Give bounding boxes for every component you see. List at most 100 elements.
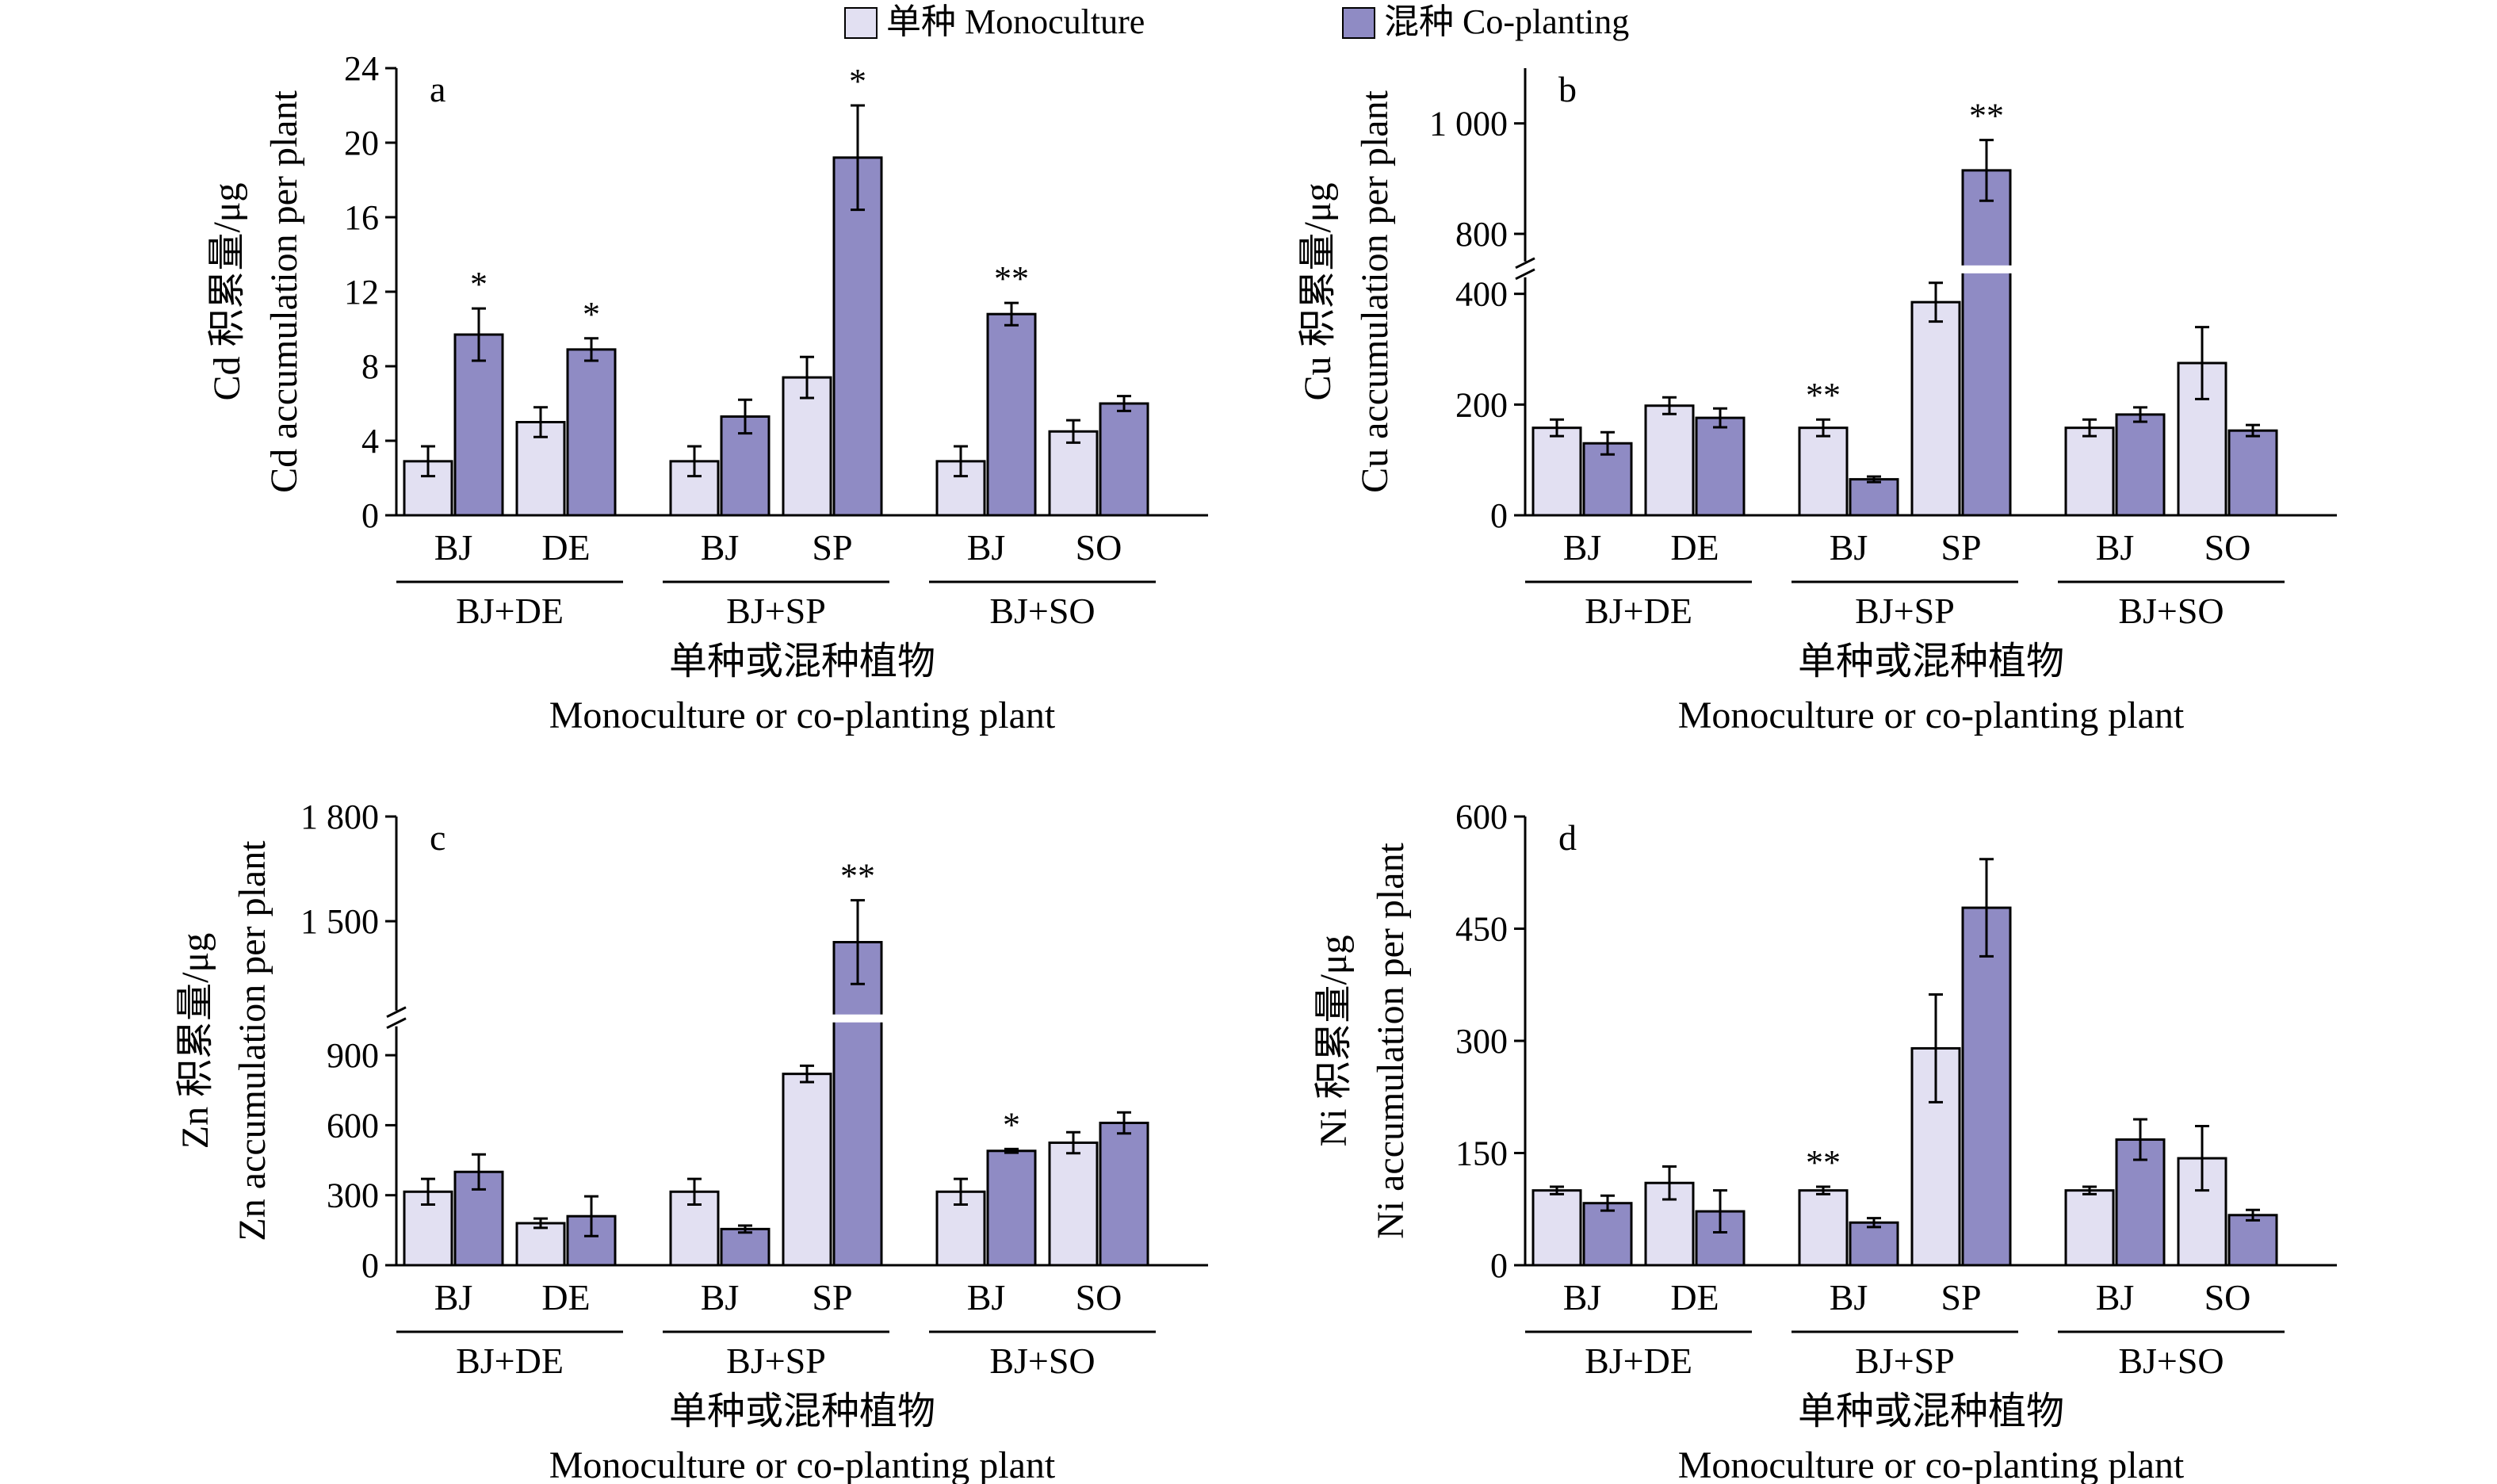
group-label: BJ+SP (726, 591, 826, 631)
group-label: BJ+DE (456, 591, 564, 631)
group-label: BJ+SO (989, 1341, 1095, 1381)
y-tick-label: 900 (327, 1036, 379, 1075)
group-label: BJ+DE (1585, 591, 1692, 631)
group-label: BJ+DE (456, 1341, 564, 1381)
panel-b: 0 200 400 800 1 000 BJ DE ** BJ ** SP BJ SO BJ+DE BJ+S… (1297, 68, 2337, 736)
significance-mark: ** (1969, 97, 2004, 136)
y-axis-title-cn: Cd 积累量/μg (206, 182, 248, 400)
x-tick-label: DE (1670, 527, 1719, 568)
y-tick-label: 16 (344, 198, 379, 237)
bar-break-gap (832, 1014, 883, 1023)
bar-monoculture (782, 376, 832, 517)
bar-coplanting (832, 156, 883, 517)
legend-label-coplanting: 混种 Co-planting (1384, 2, 1629, 41)
axis-break-mark (386, 1006, 407, 1019)
x-tick-label: BJ (1830, 527, 1868, 568)
x-tick-label: BJ (1563, 527, 1602, 568)
legend-label-monoculture: 单种 Monoculture (886, 2, 1145, 41)
panel-c: 0 300 600 900 1 500 1 800 BJ DE BJ ** SP * BJ SO BJ+DE… (174, 797, 1208, 1484)
bar-monoculture (782, 1073, 832, 1267)
bar-monoculture (1531, 426, 1582, 517)
significance-mark: * (849, 62, 866, 101)
bar-coplanting (720, 1227, 771, 1267)
x-tick-label: DE (541, 527, 590, 568)
x-tick-label: BJ (1830, 1277, 1868, 1318)
bar-break-gap (1961, 265, 2012, 273)
bar-monoculture (1531, 1189, 1582, 1267)
significance-mark: * (1003, 1105, 1020, 1144)
group-label: BJ+SO (2118, 591, 2224, 631)
bar-coplanting (1961, 906, 2012, 1267)
significance-mark: ** (1806, 376, 1841, 415)
group-label: BJ+SP (726, 1341, 826, 1381)
x-tick-label: SP (812, 527, 852, 568)
x-axis-title-cn: 单种或混种植物 (669, 641, 935, 683)
x-tick-label: SO (2204, 527, 2251, 568)
y-tick-label: 1 500 (300, 902, 379, 941)
x-axis-title-cn: 单种或混种植物 (1798, 641, 2064, 683)
x-tick-label: BJ (701, 527, 740, 568)
y-tick-label: 1 000 (1429, 105, 1508, 143)
bar-monoculture (1644, 404, 1695, 517)
axis-break-mark (1515, 257, 1535, 270)
bar-coplanting (1582, 1202, 1633, 1267)
y-tick-label: 12 (344, 273, 379, 312)
x-tick-label: SO (1076, 527, 1122, 568)
group-label: BJ+SO (989, 591, 1095, 631)
axis-break-mark (386, 1017, 407, 1030)
legend-swatch-monoculture (844, 7, 878, 39)
bar-coplanting (2227, 1214, 2278, 1267)
significance-mark: ** (1806, 1143, 1841, 1182)
x-tick-label: DE (541, 1277, 590, 1318)
x-axis-title-cn: 单种或混种植物 (669, 1390, 935, 1432)
bar-monoculture (1048, 1141, 1099, 1267)
y-tick-label: 8 (361, 347, 379, 386)
y-axis-title-en: Ni accumulation per plant (1370, 842, 1412, 1238)
bar-coplanting (986, 312, 1037, 517)
panel-letter: c (430, 817, 445, 858)
bar-monoculture (1798, 426, 1849, 517)
significance-mark: * (583, 295, 600, 334)
y-tick-label: 1 800 (300, 797, 379, 836)
y-tick-label: 0 (1490, 496, 1508, 535)
bar-coplanting (566, 348, 617, 517)
bar-coplanting (1099, 402, 1149, 517)
y-axis-title-cn: Zn 积累量/μg (174, 933, 216, 1149)
significance-mark: * (470, 265, 488, 304)
y-tick-label: 800 (1455, 215, 1508, 254)
x-tick-label: SP (1941, 1277, 1981, 1318)
y-axis-title-cn: Ni 积累量/μg (1313, 935, 1355, 1146)
bar-coplanting (1099, 1121, 1149, 1267)
x-tick-label: SP (812, 1277, 852, 1318)
y-axis-title-en: Cd accumulation per plant (263, 90, 305, 493)
x-axis-title-en: Monoculture or co-planting plant (1678, 694, 2185, 736)
y-tick-label: 0 (361, 1246, 379, 1285)
bar-monoculture (2064, 1189, 2115, 1267)
panel-d: 0 150 300 450 600 BJ DE ** BJ SP BJ SO BJ+DE BJ+SP BJ+… (1313, 797, 2337, 1484)
panel-letter: d (1558, 817, 1577, 858)
x-tick-label: BJ (2096, 1277, 2135, 1318)
legend-swatch-coplanting (1342, 7, 1375, 39)
y-axis-title-cn: Cu 积累量/μg (1297, 182, 1339, 400)
bar-monoculture (2064, 426, 2115, 517)
x-tick-label: SP (1941, 527, 1981, 568)
x-axis-title-en: Monoculture or co-planting plant (549, 1444, 1056, 1484)
x-axis-title-en: Monoculture or co-planting plant (1678, 1444, 2185, 1484)
y-tick-label: 600 (1455, 797, 1508, 836)
legend: 单种 Monoculture 混种 Co-planting (844, 2, 1629, 41)
panel-letter: b (1558, 69, 1577, 109)
x-tick-label: BJ (434, 527, 473, 568)
axis-break-mark (1515, 268, 1535, 281)
x-tick-label: BJ (967, 527, 1006, 568)
y-tick-label: 600 (327, 1106, 379, 1145)
significance-mark: ** (994, 259, 1029, 298)
x-tick-label: BJ (967, 1277, 1006, 1318)
y-tick-label: 20 (344, 124, 379, 163)
y-tick-label: 0 (1490, 1246, 1508, 1285)
x-tick-label: SO (2204, 1277, 2251, 1318)
y-tick-label: 300 (1455, 1022, 1508, 1061)
bar-coplanting (1961, 169, 2012, 517)
y-tick-label: 4 (361, 422, 379, 461)
bar-monoculture (515, 1222, 566, 1267)
